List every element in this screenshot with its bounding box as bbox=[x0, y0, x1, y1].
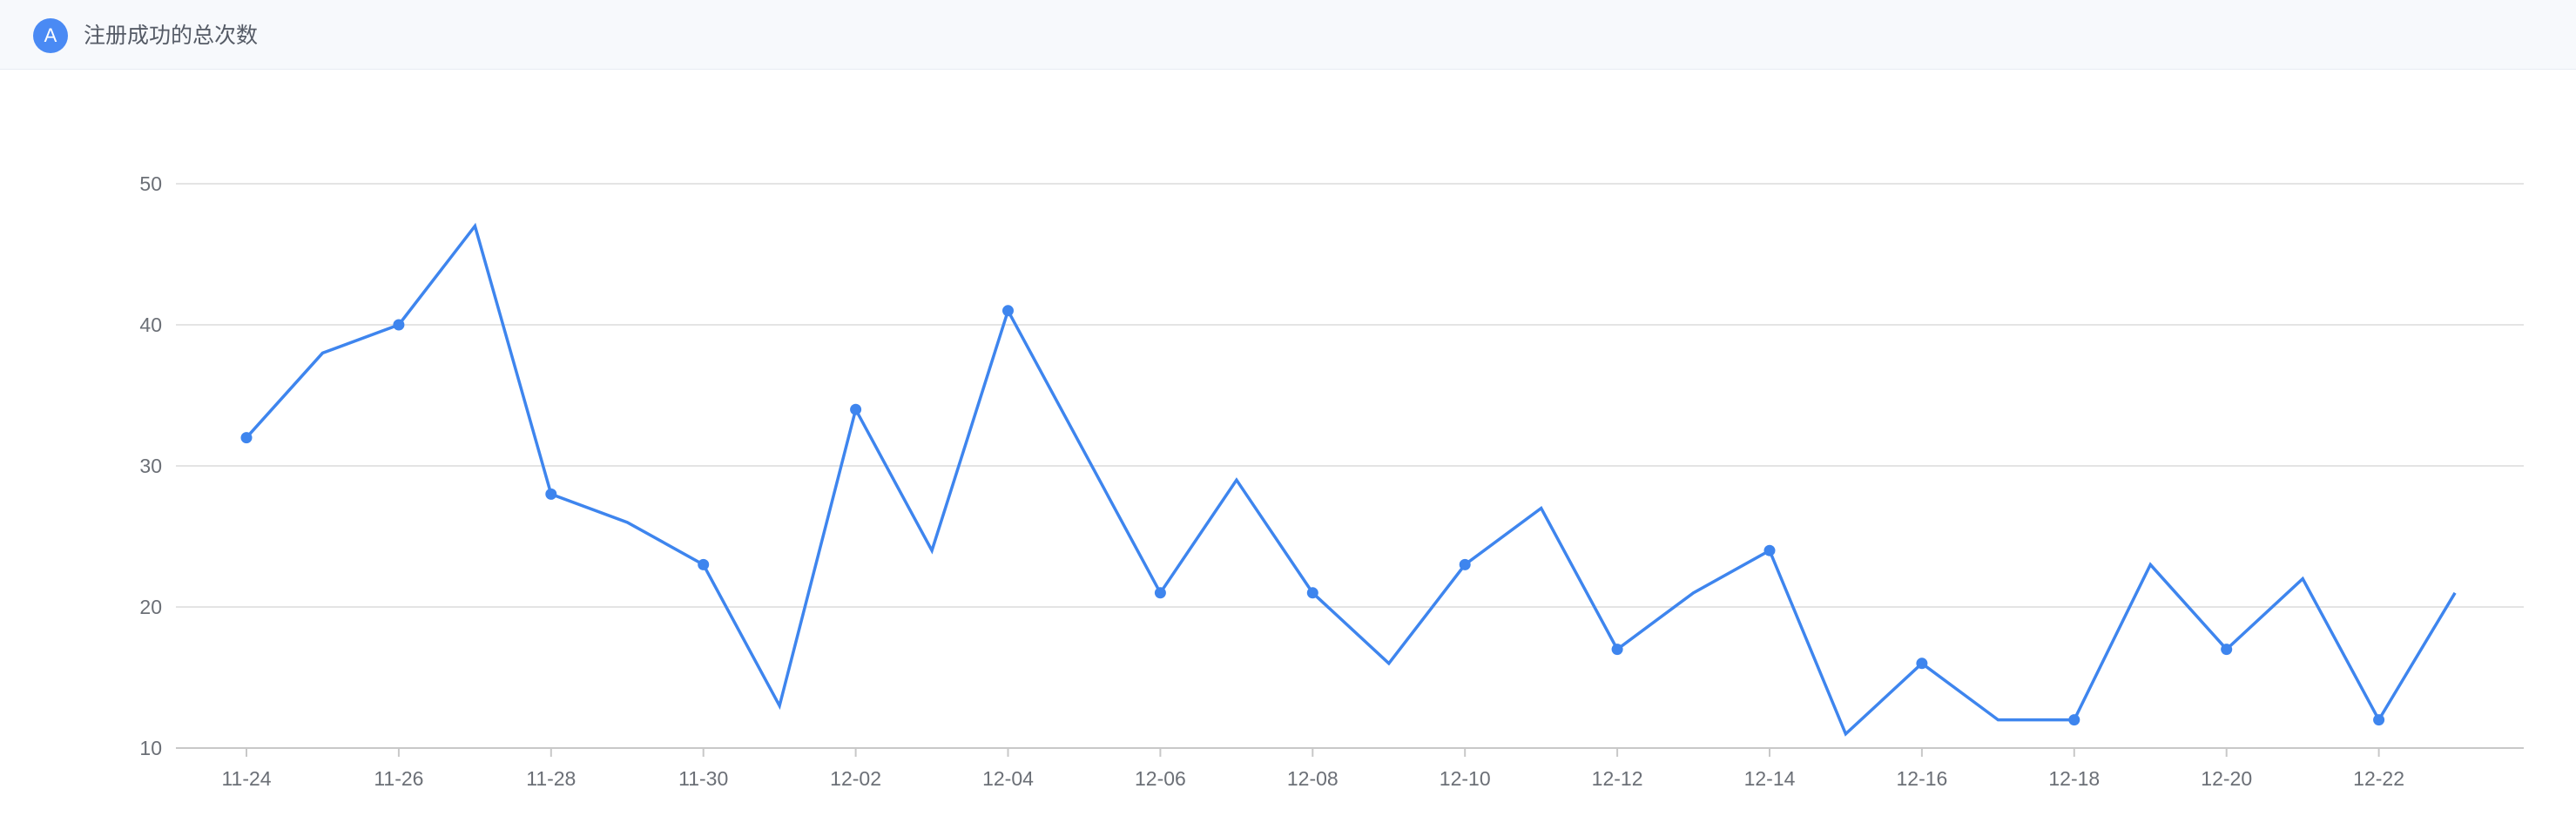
x-tick-label: 12-04 bbox=[982, 767, 1034, 790]
y-tick-label: 20 bbox=[139, 596, 162, 618]
data-points bbox=[240, 305, 2385, 726]
panel-header: A 注册成功的总次数 bbox=[0, 0, 2576, 70]
data-point[interactable] bbox=[240, 432, 253, 444]
data-point[interactable] bbox=[1763, 544, 1776, 556]
series-line bbox=[245, 222, 2457, 737]
data-point[interactable] bbox=[1459, 558, 1471, 570]
data-point[interactable] bbox=[1916, 657, 1928, 670]
data-point[interactable] bbox=[2068, 714, 2080, 726]
data-point[interactable] bbox=[1611, 644, 1623, 656]
x-tick-label: 12-20 bbox=[2201, 767, 2252, 790]
series-line-layer bbox=[245, 222, 2457, 737]
y-tick-label: 40 bbox=[139, 314, 162, 336]
y-axis-labels: 10 20 30 40 50 bbox=[139, 172, 162, 759]
data-point[interactable] bbox=[2373, 714, 2385, 726]
x-axis-labels: 11-24 11-26 11-28 11-30 12-02 12-04 12-06 12-08… bbox=[221, 767, 2404, 790]
panel-title: 注册成功的总次数 bbox=[84, 23, 259, 48]
x-tick-label: 12-10 bbox=[1440, 767, 1491, 790]
data-point[interactable] bbox=[393, 319, 405, 331]
x-tick-label: 12-22 bbox=[2353, 767, 2404, 790]
x-axis bbox=[176, 747, 2524, 757]
x-tick-label: 12-18 bbox=[2048, 767, 2100, 790]
x-tick-label: 11-28 bbox=[526, 767, 576, 790]
data-point[interactable] bbox=[1306, 587, 1318, 599]
y-tick-label: 50 bbox=[139, 172, 162, 195]
data-point[interactable] bbox=[2221, 644, 2233, 656]
y-tick-label: 30 bbox=[139, 455, 162, 477]
x-tick-label: 12-14 bbox=[1744, 767, 1796, 790]
data-point[interactable] bbox=[1154, 587, 1166, 599]
y-tick-label: 10 bbox=[139, 737, 162, 759]
x-tick-label: 11-24 bbox=[221, 767, 271, 790]
panel-badge-icon: A bbox=[33, 18, 68, 53]
data-point[interactable] bbox=[850, 403, 862, 415]
x-tick-label: 12-08 bbox=[1287, 767, 1339, 790]
x-tick-label: 11-26 bbox=[374, 767, 423, 790]
x-tick-label: 12-12 bbox=[1592, 767, 1643, 790]
x-tick-label: 11-30 bbox=[678, 767, 728, 790]
data-point[interactable] bbox=[698, 558, 710, 570]
x-tick-label: 12-02 bbox=[830, 767, 881, 790]
x-tick-label: 12-16 bbox=[1896, 767, 1947, 790]
x-tick-label: 12-06 bbox=[1135, 767, 1186, 790]
line-chart: 10 20 30 40 50 11-24 11-26 11-28 11-30 12-02 12-0… bbox=[139, 172, 2524, 790]
data-point[interactable] bbox=[545, 488, 557, 500]
grid-lines bbox=[176, 183, 2524, 608]
data-point[interactable] bbox=[1002, 305, 1014, 317]
